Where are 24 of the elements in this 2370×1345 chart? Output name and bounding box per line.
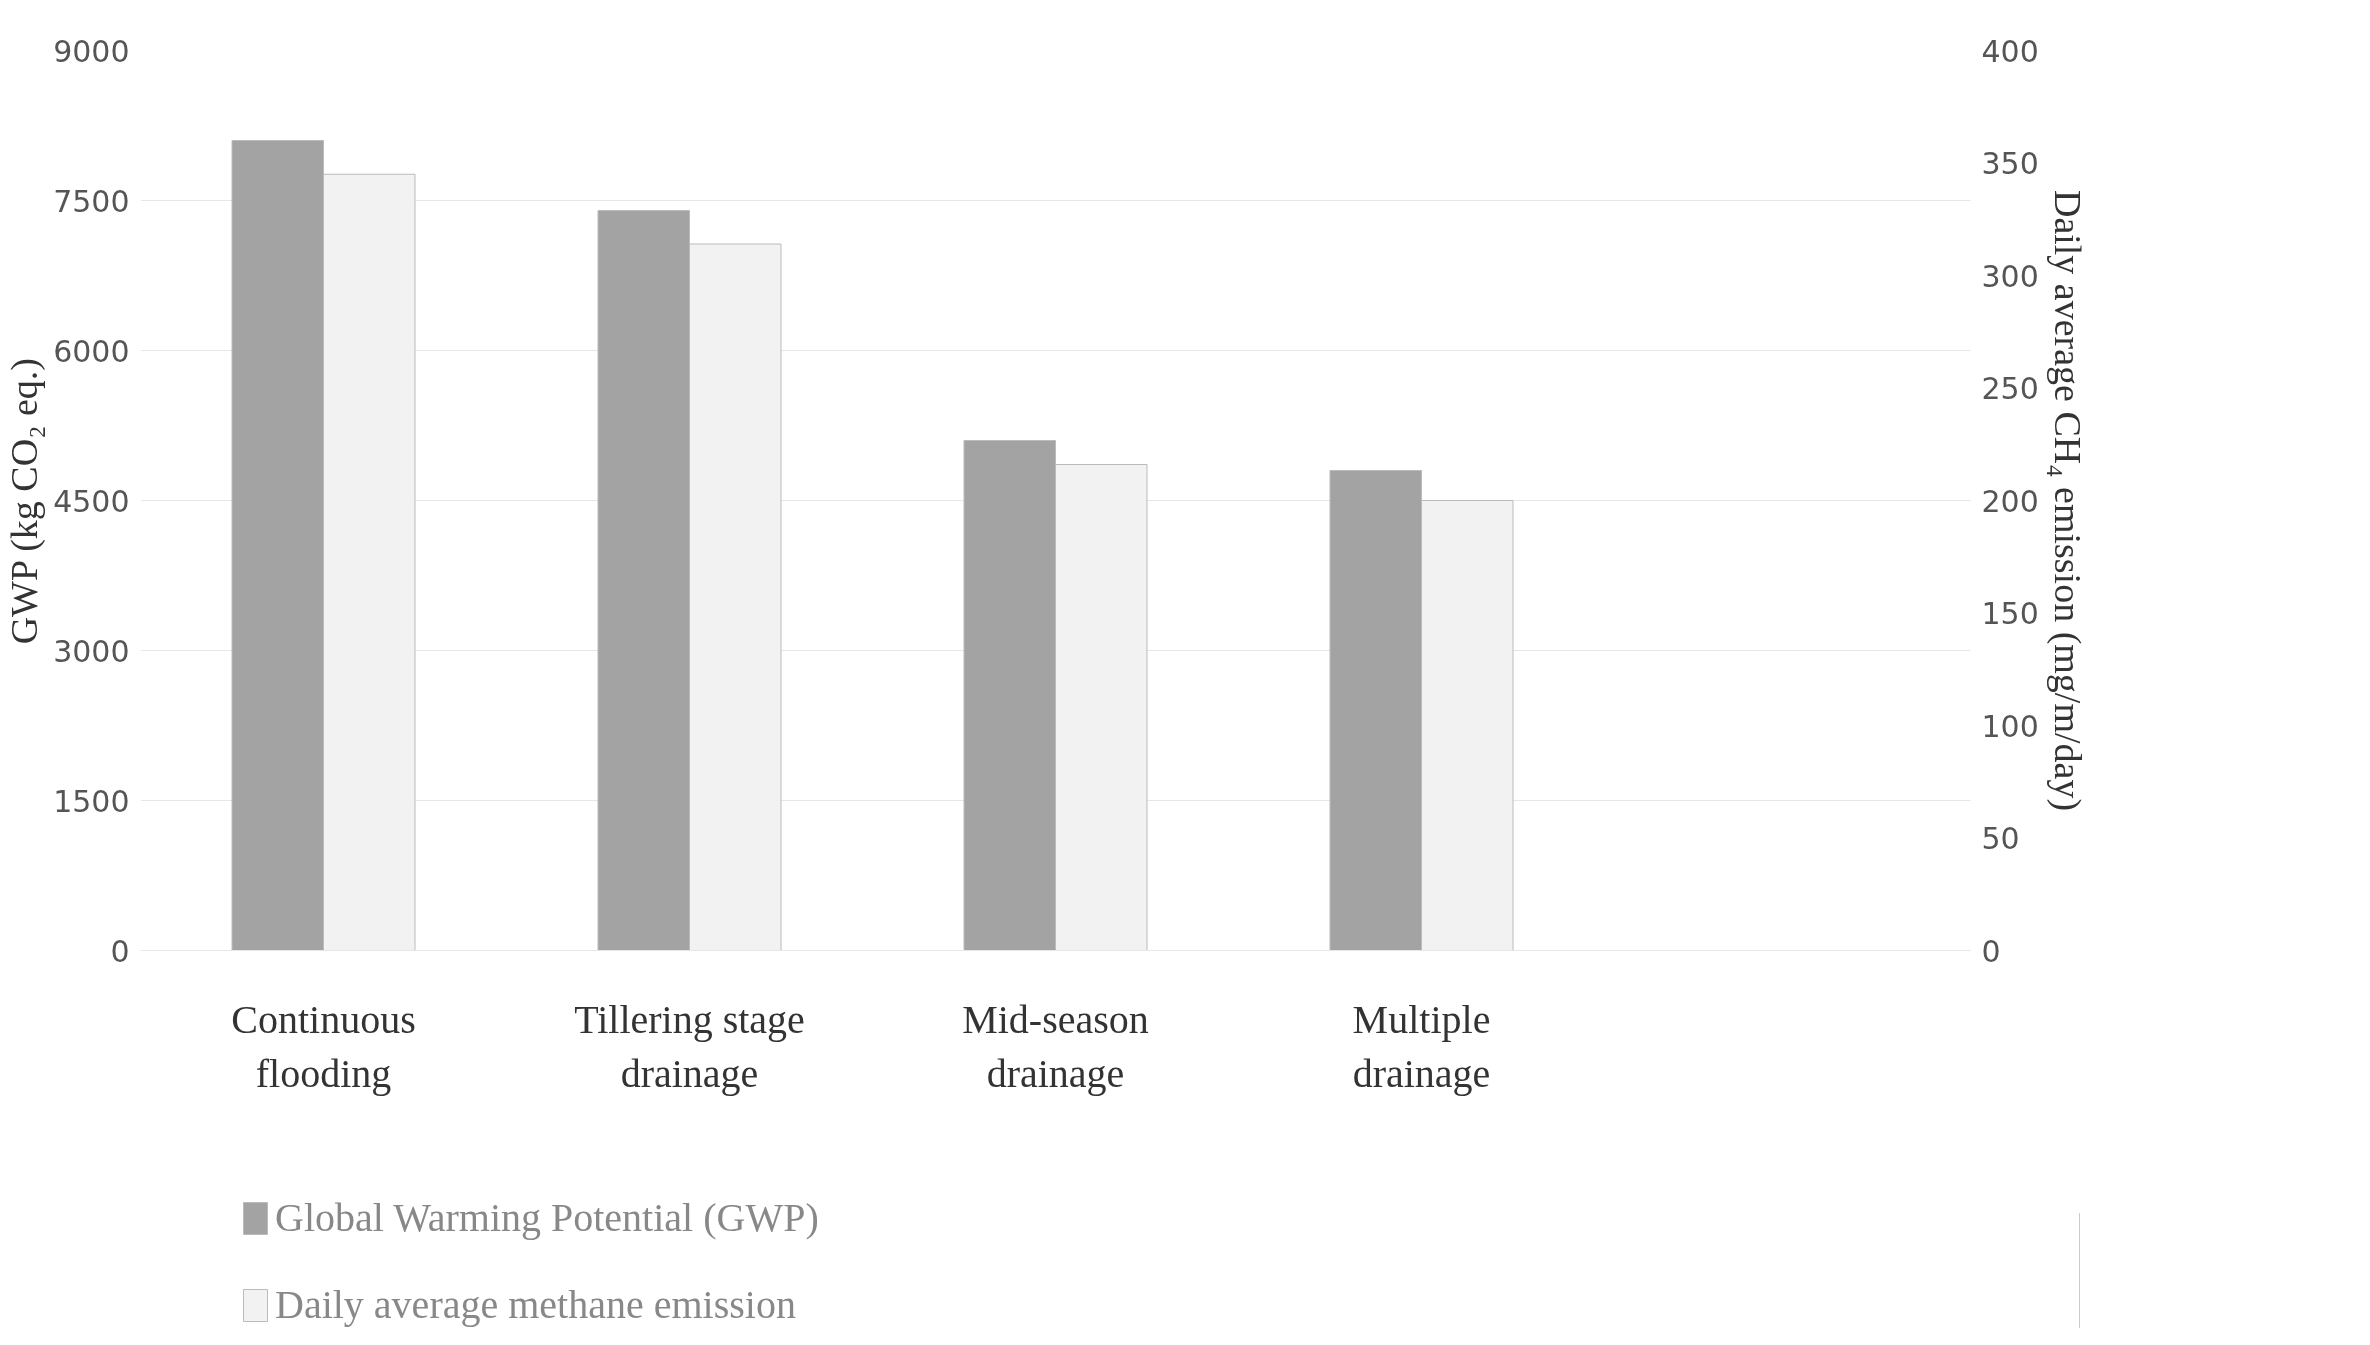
y-tick-label: 1500 [53, 783, 130, 819]
y-axis-title: GWP (kg CO₂ eq.) [3, 358, 47, 645]
y-tick-label: 6000 [53, 333, 130, 369]
y2-tick-label: 150 [1981, 596, 2039, 631]
y2-axis-title: Daily average CH₄ emission (mg/m/day) [2045, 189, 2089, 812]
y-tick-label: 0 [110, 933, 130, 969]
legend-label: Global Warming Potential (GWP) [275, 1194, 819, 1241]
y-tick-label: 3000 [53, 633, 130, 669]
legend-label: Daily average methane emission [275, 1281, 796, 1328]
x-tick-label: Tillering stage drainage [574, 996, 805, 1096]
y2-tick-label: 350 [1981, 146, 2039, 181]
y2-tick-label: 200 [1981, 483, 2039, 519]
x-tick-label: Multiple drainage [1352, 996, 1491, 1096]
y2-tick-label: 400 [1981, 33, 2039, 69]
x-tick-label: Mid-season drainage [962, 996, 1149, 1096]
y2-tick-label: 0 [1981, 933, 2001, 969]
y-tick-label: 9000 [53, 33, 130, 69]
y2-tick-label: 100 [1981, 708, 2039, 744]
x-tick-label: Continuous flooding [231, 996, 416, 1096]
y2-tick-label: 300 [1981, 258, 2039, 294]
y2-tick-label: 50 [1981, 821, 2020, 856]
y-tick-label: 7500 [53, 183, 130, 219]
y-tick-label: 4500 [53, 483, 130, 519]
y2-tick-label: 250 [1981, 371, 2039, 406]
